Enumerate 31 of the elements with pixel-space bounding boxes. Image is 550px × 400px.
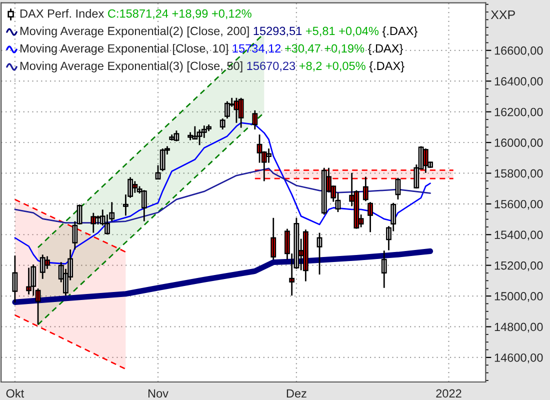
legend-label: Moving Average Exponential [Close, 10]	[20, 44, 228, 55]
annotation: 15734,12	[232, 44, 281, 54]
text: XXP	[490, 10, 515, 20]
annotation: 15293,51	[254, 26, 302, 37]
annotation: {.DAX}	[369, 61, 404, 72]
y-tick-label: 14600,00	[494, 353, 543, 364]
annotation: +30,47 +0,19%	[285, 44, 364, 54]
annotation: {.DAX}	[382, 26, 418, 38]
y-tick-label: 15400,00	[494, 230, 543, 240]
annotation: 15670,23	[247, 62, 296, 72]
legend-label: DAX Perf. Index	[20, 9, 104, 18]
x-tick-label: 2022	[436, 389, 462, 398]
x-tick-label: Dez	[286, 389, 306, 398]
y-tick-label: 15600,00	[494, 200, 543, 210]
y-tick-label: 14800,00	[494, 322, 543, 333]
annotation: +8,2 +0,05%	[299, 62, 366, 72]
y-tick-label: 16400,00	[494, 77, 543, 87]
line-series	[14, 168, 431, 224]
legend-label: Moving Average Exponential(3) [Close, 50]	[20, 61, 242, 72]
annotation: {.DAX}	[368, 44, 404, 55]
y-tick-label: 16200,00	[494, 108, 543, 118]
annotation: C:15871,24 +18,99 +0,12%	[108, 9, 252, 20]
y-tick-label: 16600,00	[494, 46, 543, 56]
y-tick-label: 16000,00	[494, 138, 543, 148]
annotation: +5,81 +0,04%	[306, 26, 379, 37]
legend-label: Moving Average Exponential(2) [Close, 200]	[20, 26, 249, 38]
y-tick-label: 15000,00	[494, 292, 543, 302]
x-tick-label: Nov	[148, 389, 168, 398]
y-tick-label: 15200,00	[494, 261, 543, 272]
y-tick-label: 15800,00	[494, 169, 543, 179]
x-tick-label: Okt	[6, 388, 24, 398]
